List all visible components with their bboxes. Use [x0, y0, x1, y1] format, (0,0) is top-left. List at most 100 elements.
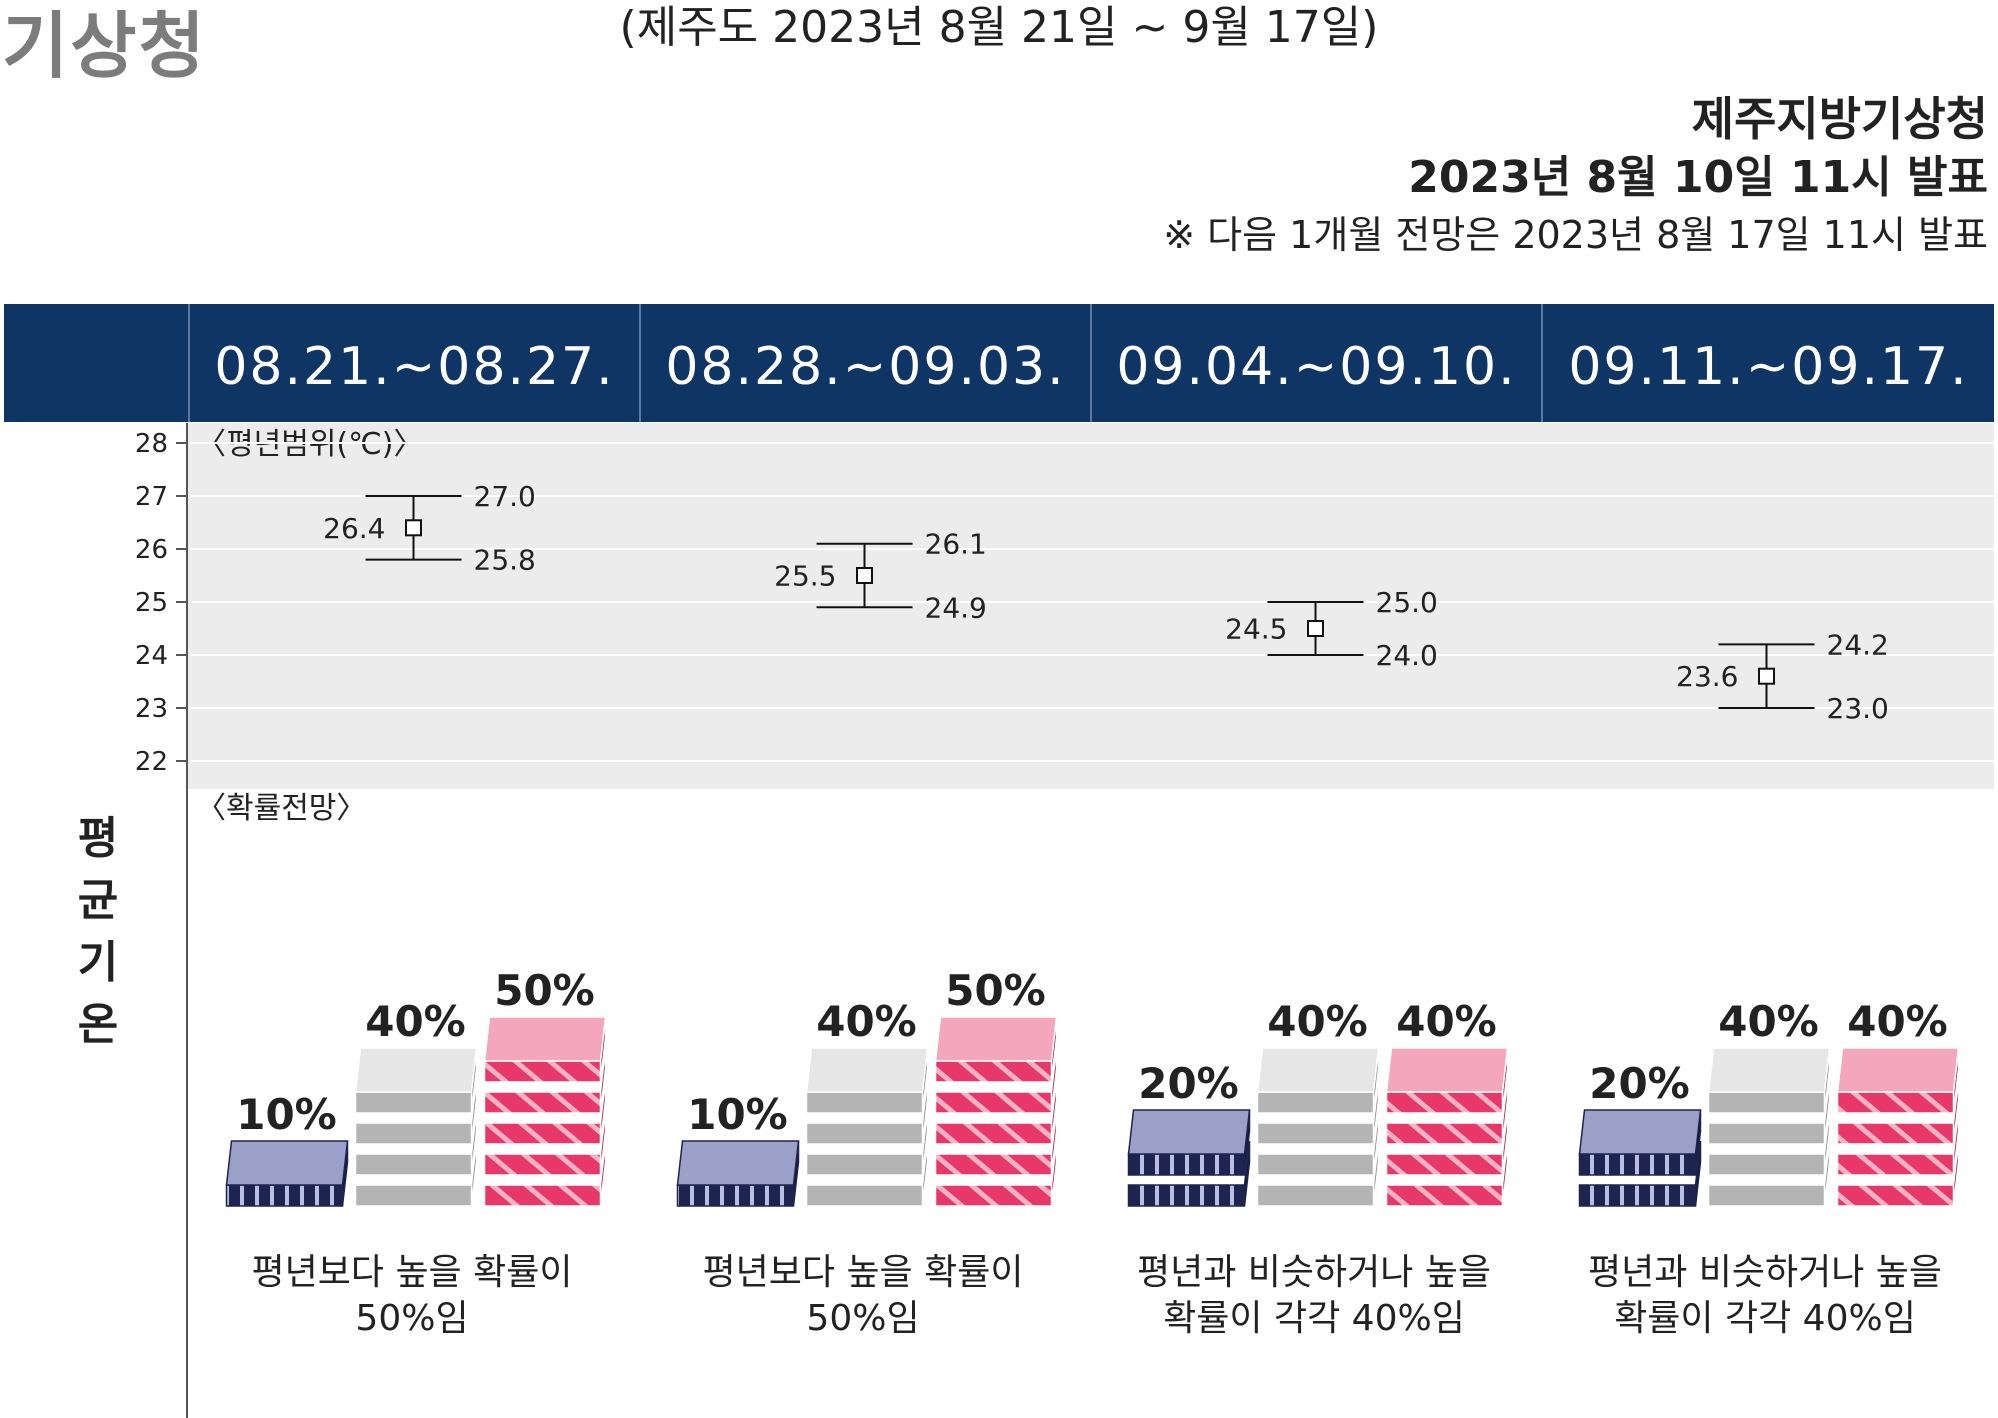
description-4: 평년과 비슷하거나 높을 확률이 각각 40%임	[1540, 1250, 1990, 1342]
range-low-label: 25.8	[474, 544, 536, 577]
above-block-front	[483, 1060, 602, 1083]
y-axis-line	[186, 423, 188, 1418]
side-label-char: 균	[77, 875, 119, 926]
above-block-front	[1385, 1122, 1504, 1145]
below-block-top	[1578, 1109, 1702, 1155]
y-tick-label: 24	[135, 641, 168, 671]
description-3: 평년과 비슷하거나 높을 확률이 각각 40%임	[1089, 1250, 1539, 1342]
similar-block-front	[1256, 1184, 1375, 1207]
side-label-char: 평	[77, 813, 119, 864]
similar-block-stack	[1707, 1047, 1831, 1207]
below-block-front	[1578, 1153, 1697, 1176]
above-block-front	[1385, 1153, 1504, 1176]
below-block-stack	[1127, 1109, 1251, 1207]
above-block-stack	[1385, 1047, 1509, 1207]
range-high-label: 26.1	[925, 528, 987, 561]
normal-range-section-label: 〈평년범위(℃)〉	[196, 427, 424, 462]
below-block-stack	[676, 1140, 800, 1207]
header-divider	[1090, 304, 1092, 422]
similar-block-front	[354, 1091, 473, 1114]
above-block-stack	[483, 1016, 607, 1207]
side-label-char: 온	[77, 999, 119, 1050]
description-line: 평년보다 높을 확률이	[702, 1252, 1024, 1293]
period-header-band	[4, 304, 1994, 422]
similar-block-stack	[1256, 1047, 1380, 1207]
similar-probability-label: 40%	[1267, 997, 1368, 1046]
y-tick-label: 26	[135, 535, 168, 565]
above-block-front	[1836, 1122, 1955, 1145]
description-line: 확률이 각각 40%임	[1163, 1298, 1465, 1339]
range-high-label: 24.2	[1827, 628, 1889, 661]
below-block-front	[1578, 1184, 1697, 1207]
above-block-front	[483, 1091, 602, 1114]
above-probability-label: 50%	[494, 966, 595, 1015]
period-header-2: 08.28.~09.03.	[665, 337, 1066, 397]
above-block-front	[934, 1091, 1053, 1114]
forecast-period-subtitle: (제주도 2023년 8월 21일 ~ 9월 17일)	[619, 2, 1379, 53]
range-low-label: 23.0	[1827, 692, 1889, 725]
period-header-4: 09.11.~09.17.	[1568, 337, 1969, 397]
above-block-front	[483, 1153, 602, 1176]
header-divider	[1541, 304, 1543, 422]
side-label-char: 기	[77, 937, 119, 988]
y-tick-label: 28	[135, 429, 168, 459]
similar-block-front	[1707, 1122, 1826, 1145]
similar-block-top	[805, 1047, 929, 1093]
y-tick-label: 22	[135, 747, 168, 777]
header-divider	[188, 304, 190, 422]
probability-section-label: 〈확률전망〉	[196, 791, 367, 826]
announcement-time: 2023년 8월 10일 11시 발표	[1408, 152, 1988, 203]
description-line: 평년과 비슷하거나 높을	[1587, 1252, 1943, 1293]
similar-block-front	[1256, 1153, 1375, 1176]
below-block-top	[1127, 1109, 1251, 1155]
period-header-3: 09.04.~09.10.	[1116, 337, 1517, 397]
above-block-front	[934, 1184, 1053, 1207]
description-line: 평년보다 높을 확률이	[251, 1252, 573, 1293]
range-mid-label: 23.6	[1676, 660, 1738, 693]
mean-temperature-label: 평 균 기 온	[68, 808, 128, 1056]
below-block-top	[676, 1140, 800, 1186]
similar-block-front	[354, 1122, 473, 1145]
description-line: 50%임	[355, 1298, 469, 1339]
range-mid-marker	[1758, 667, 1775, 685]
above-block-stack	[934, 1016, 1058, 1207]
y-tick-label: 27	[135, 482, 168, 512]
description-1: 평년보다 높을 확률이 50%임	[187, 1250, 637, 1342]
similar-block-stack	[805, 1047, 929, 1207]
description-2: 평년보다 높을 확률이 50%임	[638, 1250, 1088, 1342]
similar-block-top	[354, 1047, 478, 1093]
range-high-label: 27.0	[474, 480, 536, 513]
above-block-top	[934, 1016, 1058, 1062]
below-block-front	[676, 1184, 795, 1207]
similar-block-front	[1707, 1091, 1826, 1114]
similar-block-stack	[354, 1047, 478, 1207]
period-header-1: 08.21.~08.27.	[214, 337, 615, 397]
similar-block-top	[1707, 1047, 1831, 1093]
range-mid-marker	[405, 519, 422, 537]
below-block-stack	[1578, 1109, 1702, 1207]
below-block-front	[1127, 1153, 1246, 1176]
similar-block-front	[805, 1091, 924, 1114]
below-block-top	[225, 1140, 349, 1186]
below-probability-label: 20%	[1138, 1059, 1239, 1108]
range-high-label: 25.0	[1376, 586, 1438, 619]
range-mid-marker	[856, 567, 873, 584]
range-mid-label: 24.5	[1225, 613, 1287, 646]
below-probability-label: 10%	[687, 1090, 788, 1139]
above-block-front	[483, 1184, 602, 1207]
above-block-front	[1836, 1153, 1955, 1176]
similar-block-top	[1256, 1047, 1380, 1093]
above-block-front	[934, 1153, 1053, 1176]
above-block-front	[1836, 1091, 1955, 1114]
similar-block-front	[354, 1184, 473, 1207]
normal-range-panel	[188, 423, 1994, 789]
similar-block-front	[354, 1153, 473, 1176]
below-probability-label: 20%	[1589, 1059, 1690, 1108]
below-block-stack	[225, 1140, 349, 1207]
range-mid-label: 25.5	[774, 560, 836, 593]
above-probability-label: 40%	[1847, 997, 1948, 1046]
below-block-front	[1127, 1184, 1246, 1207]
above-block-front	[1836, 1184, 1955, 1207]
similar-block-front	[1707, 1184, 1826, 1207]
above-probability-label: 50%	[945, 966, 1046, 1015]
